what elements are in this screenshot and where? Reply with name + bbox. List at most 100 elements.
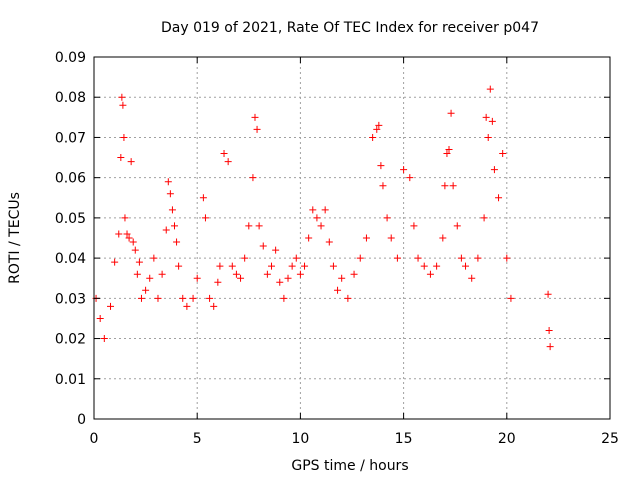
data-point bbox=[321, 206, 329, 214]
data-point bbox=[292, 254, 300, 262]
data-point bbox=[439, 234, 447, 242]
data-point bbox=[305, 234, 313, 242]
data-point bbox=[189, 294, 197, 302]
data-point bbox=[545, 327, 553, 335]
data-point bbox=[228, 262, 236, 270]
data-point bbox=[142, 286, 150, 294]
y-tick-label: 0.06 bbox=[55, 171, 86, 187]
data-point bbox=[457, 254, 465, 262]
data-point bbox=[117, 154, 125, 162]
data-point bbox=[272, 246, 280, 254]
x-tick-label: 0 bbox=[90, 431, 99, 447]
data-point bbox=[495, 194, 503, 202]
data-point bbox=[183, 302, 191, 310]
data-point bbox=[129, 238, 137, 246]
data-point bbox=[168, 206, 176, 214]
y-axis-label: ROTI / TECUs bbox=[7, 192, 23, 284]
y-tick-label: 0.03 bbox=[55, 291, 86, 307]
data-point bbox=[373, 125, 381, 133]
data-point bbox=[445, 146, 453, 154]
y-tick-label: 0.04 bbox=[55, 251, 86, 267]
data-point bbox=[107, 302, 115, 310]
data-point bbox=[433, 262, 441, 270]
data-point bbox=[170, 222, 178, 230]
data-point bbox=[173, 238, 181, 246]
data-point bbox=[334, 286, 342, 294]
data-point bbox=[296, 270, 304, 278]
data-point bbox=[369, 133, 377, 141]
data-point bbox=[546, 343, 554, 351]
x-tick-label: 20 bbox=[498, 431, 516, 447]
data-point bbox=[329, 262, 337, 270]
data-point bbox=[193, 274, 201, 282]
data-point bbox=[488, 117, 496, 125]
data-point bbox=[245, 222, 253, 230]
data-point bbox=[350, 270, 358, 278]
x-tick-label: 10 bbox=[291, 431, 309, 447]
data-point bbox=[544, 290, 552, 298]
data-point bbox=[507, 294, 515, 302]
data-point bbox=[259, 242, 267, 250]
chart-title: Day 019 of 2021, Rate Of TEC Index for r… bbox=[161, 20, 539, 36]
data-point bbox=[123, 230, 131, 238]
y-tick-label: 0.07 bbox=[55, 130, 86, 146]
data-point bbox=[276, 278, 284, 286]
data-point bbox=[468, 274, 476, 282]
data-point bbox=[356, 254, 364, 262]
data-point bbox=[251, 113, 259, 121]
data-point bbox=[118, 93, 126, 101]
x-tick-label: 15 bbox=[395, 431, 413, 447]
data-point bbox=[249, 174, 257, 182]
data-point bbox=[486, 85, 494, 93]
y-tick-label: 0.09 bbox=[55, 50, 86, 66]
data-point bbox=[414, 254, 422, 262]
y-tick-label: 0 bbox=[77, 412, 86, 428]
x-tick-label: 5 bbox=[193, 431, 202, 447]
data-point bbox=[387, 234, 395, 242]
data-point bbox=[237, 274, 245, 282]
data-point bbox=[499, 150, 507, 158]
data-point bbox=[410, 222, 418, 230]
data-point bbox=[453, 222, 461, 230]
data-point bbox=[214, 278, 222, 286]
data-point bbox=[426, 270, 434, 278]
data-point bbox=[131, 246, 139, 254]
data-point bbox=[338, 274, 346, 282]
data-point bbox=[137, 294, 145, 302]
data-point bbox=[443, 150, 451, 158]
data-point bbox=[447, 109, 455, 117]
data-point bbox=[199, 194, 207, 202]
data-point bbox=[232, 270, 240, 278]
data-point bbox=[96, 314, 104, 322]
data-point bbox=[125, 234, 133, 242]
data-point bbox=[441, 182, 449, 190]
x-tick-label: 25 bbox=[601, 431, 619, 447]
data-point bbox=[121, 214, 129, 222]
data-point bbox=[284, 274, 292, 282]
data-point bbox=[253, 125, 261, 133]
data-point bbox=[309, 206, 317, 214]
y-tick-label: 0.02 bbox=[55, 332, 86, 348]
axis-ticks: 0 5 10 15 20 25 0 0.01 0.02 0.03 0.04 0.05 0.06 0.07 0… bbox=[55, 50, 619, 447]
data-point bbox=[449, 182, 457, 190]
data-point bbox=[377, 162, 385, 170]
data-point bbox=[162, 226, 170, 234]
data-point bbox=[164, 178, 172, 186]
plot-frame bbox=[93, 56, 611, 420]
data-point bbox=[393, 254, 401, 262]
data-point bbox=[175, 262, 183, 270]
data-point bbox=[379, 182, 387, 190]
data-point bbox=[362, 234, 370, 242]
data-point bbox=[317, 222, 325, 230]
data-markers bbox=[92, 85, 554, 351]
data-point bbox=[133, 270, 141, 278]
data-point bbox=[313, 214, 321, 222]
data-point bbox=[474, 254, 482, 262]
data-point bbox=[325, 238, 333, 246]
y-tick-label: 0.05 bbox=[55, 211, 86, 227]
data-point bbox=[111, 258, 119, 266]
data-point bbox=[288, 262, 296, 270]
data-point bbox=[400, 166, 408, 174]
data-point bbox=[216, 262, 224, 270]
data-point bbox=[100, 335, 108, 343]
